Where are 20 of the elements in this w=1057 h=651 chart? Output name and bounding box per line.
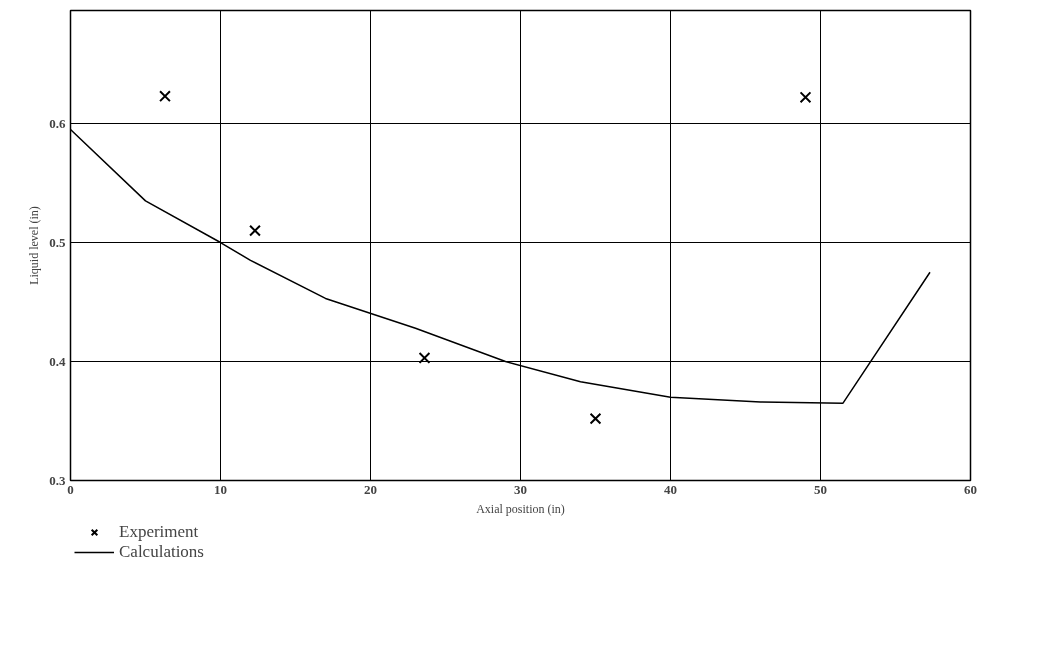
y-tick-label: 0.6 — [49, 115, 66, 131]
y-tick-label: 0.3 — [49, 472, 66, 488]
point — [589, 412, 602, 425]
legend-label: Experiment — [119, 522, 199, 542]
point — [159, 90, 171, 103]
y-tick-label: 0.5 — [49, 234, 66, 250]
y-axis-title: Liquid level (in) — [27, 206, 42, 285]
x-tick-label: 40 — [664, 481, 677, 497]
x-tick-label: 60 — [964, 481, 977, 497]
x-tick-label: 20 — [364, 481, 377, 497]
x-tick-label: 10 — [214, 481, 227, 497]
x-axis-title: Axial position (in) — [476, 501, 565, 516]
point — [418, 351, 431, 364]
point — [799, 91, 812, 104]
x-tick-label: 30 — [514, 481, 527, 497]
legend-label: Calculations — [119, 542, 204, 562]
x-tick-label: 0 — [67, 481, 74, 497]
point — [249, 224, 261, 237]
x-tick-label: 50 — [814, 481, 827, 497]
y-tick-label: 0.4 — [49, 353, 66, 369]
